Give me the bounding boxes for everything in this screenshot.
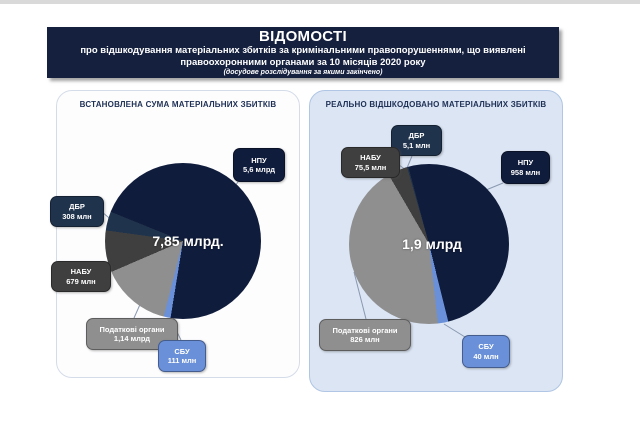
callout-nabu: НАБУ 679 млн bbox=[51, 261, 111, 292]
callout-dbr: ДБР 308 млн bbox=[50, 196, 104, 227]
callout-npu: НПУ 5,6 млрд bbox=[233, 148, 285, 182]
callout-npu-value: 958 млн bbox=[510, 167, 541, 177]
callout-tax-label: Податкові органи bbox=[332, 325, 398, 335]
callout-tax-value: 1,14 млрд bbox=[113, 334, 151, 343]
callout-tax-value: 826 млн bbox=[350, 335, 380, 344]
pie-chart-compensated bbox=[349, 164, 509, 324]
callout-nabu-value: 679 млн bbox=[66, 276, 96, 286]
callout-dbr-label: ДБР bbox=[69, 202, 85, 212]
top-gray-strip bbox=[0, 0, 640, 4]
header-banner: ВІДОМОСТІ про відшкодування матеріальних… bbox=[47, 27, 559, 78]
callout-npu: НПУ 958 млн bbox=[501, 151, 550, 184]
chart-title-compensated: РЕАЛЬНО ВІДШКОДОВАНО МАТЕРІАЛЬНИХ ЗБИТКІ… bbox=[325, 100, 547, 109]
leader-line-sbu bbox=[443, 323, 466, 338]
callout-tax: Податкові органи 826 млн bbox=[319, 319, 411, 351]
pie-chart-established bbox=[105, 163, 261, 319]
chart-title-established: ВСТАНОВЛЕНА СУМА МАТЕРІАЛЬНИХ ЗБИТКІВ bbox=[79, 100, 277, 109]
panel-compensated-damages: РЕАЛЬНО ВІДШКОДОВАНО МАТЕРІАЛЬНИХ ЗБИТКІ… bbox=[309, 90, 563, 392]
callout-npu-label: НПУ bbox=[251, 155, 267, 165]
callout-nabu: НАБУ 75,5 млн bbox=[341, 147, 400, 178]
callout-sbu-value: 111 млн bbox=[167, 356, 197, 365]
leader-line-npu bbox=[485, 182, 504, 191]
callout-sbu: СБУ 40 млн bbox=[462, 335, 510, 368]
callout-sbu: СБУ 111 млн bbox=[158, 340, 206, 372]
callout-tax-label: Податкові органи bbox=[99, 324, 165, 334]
pie-total-established: 7,85 млрд. bbox=[152, 233, 224, 249]
callout-nabu-value: 75,5 млн bbox=[354, 162, 387, 172]
callout-dbr-value: 5,1 млн bbox=[402, 140, 431, 150]
pie-total-compensated: 1,9 млрд bbox=[402, 236, 462, 252]
callout-dbr-value: 308 млн bbox=[62, 211, 92, 221]
callout-nabu-label: НАБУ bbox=[360, 153, 381, 163]
callout-npu-label: НПУ bbox=[517, 158, 534, 168]
callout-sbu-label: СБУ bbox=[174, 346, 190, 356]
page-subtitle-line1: про відшкодування матеріальних збитків з… bbox=[80, 45, 526, 56]
callout-nabu-label: НАБУ bbox=[70, 267, 92, 277]
page-subtitle-line2: правоохоронними органами за 10 місяців 2… bbox=[180, 56, 426, 68]
page-note: (досудове розслідування за якими закінче… bbox=[223, 69, 383, 76]
callout-sbu-value: 40 млн bbox=[473, 351, 499, 361]
page-title: ВІДОМОСТІ bbox=[258, 28, 347, 45]
callout-sbu-label: СБУ bbox=[478, 342, 494, 352]
callout-npu-value: 5,6 млрд bbox=[243, 165, 275, 174]
callout-dbr-label: ДБР bbox=[408, 131, 425, 141]
panel-established-damages: ВСТАНОВЛЕНА СУМА МАТЕРІАЛЬНИХ ЗБИТКІВ 7,… bbox=[50, 90, 300, 378]
